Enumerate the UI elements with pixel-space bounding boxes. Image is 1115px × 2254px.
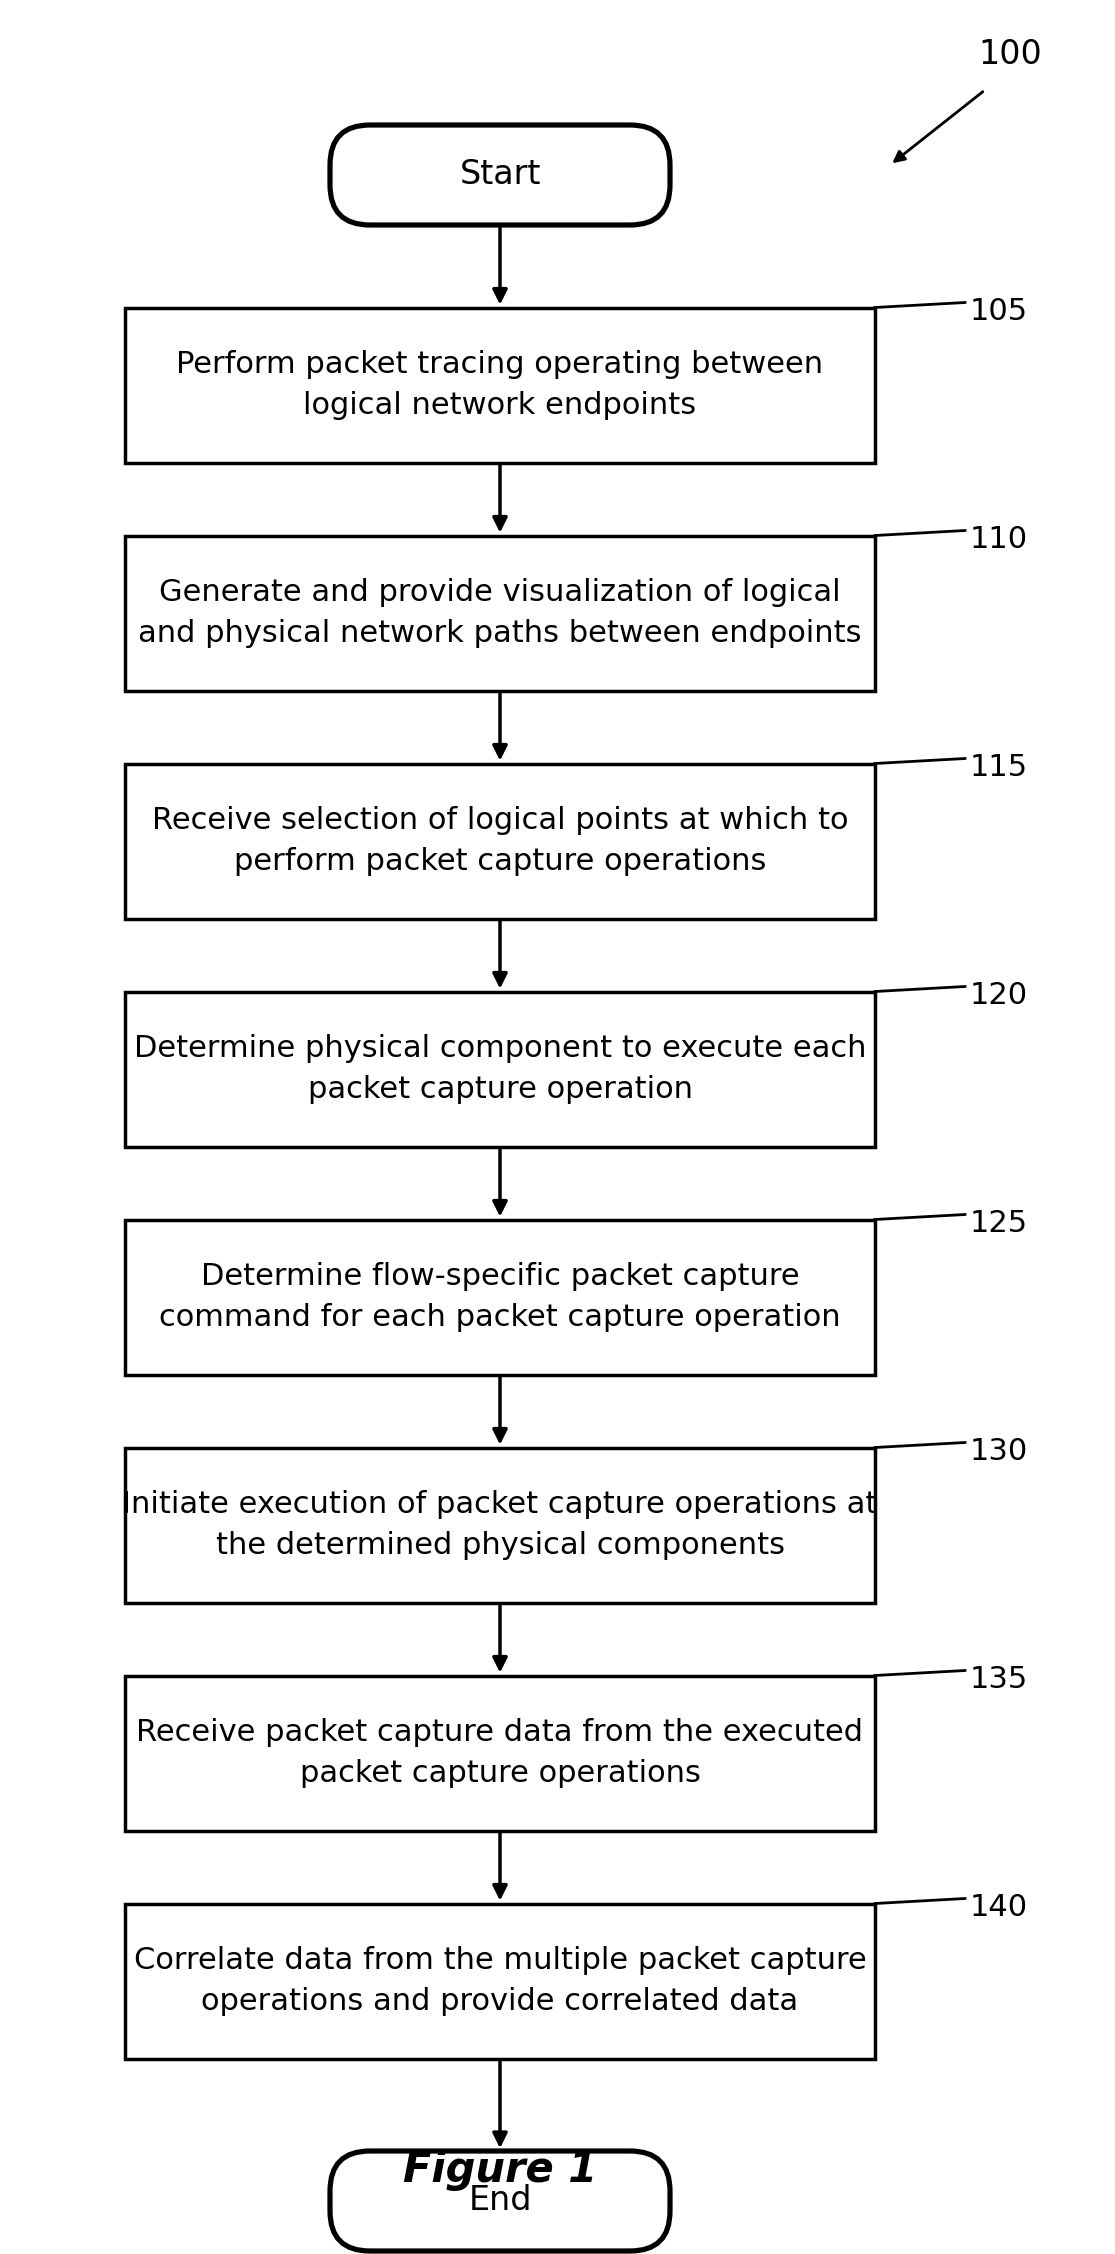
Bar bbox=[125, 1447, 875, 1603]
Text: Correlate data from the multiple packet capture
operations and provide correlate: Correlate data from the multiple packet … bbox=[134, 1945, 866, 2015]
FancyBboxPatch shape bbox=[330, 124, 670, 225]
Text: Determine flow-specific packet capture
command for each packet capture operation: Determine flow-specific packet capture c… bbox=[159, 1262, 841, 1332]
Text: 105: 105 bbox=[970, 298, 1028, 327]
Text: 140: 140 bbox=[970, 1893, 1028, 1923]
FancyBboxPatch shape bbox=[330, 2150, 670, 2252]
Text: 125: 125 bbox=[970, 1210, 1028, 1237]
Text: Receive selection of logical points at which to
perform packet capture operation: Receive selection of logical points at w… bbox=[152, 807, 849, 877]
Bar bbox=[125, 1902, 875, 2058]
Text: 135: 135 bbox=[970, 1666, 1028, 1695]
Text: Receive packet capture data from the executed
packet capture operations: Receive packet capture data from the exe… bbox=[136, 1718, 863, 1787]
Text: 100: 100 bbox=[978, 38, 1041, 72]
Bar bbox=[125, 1219, 875, 1375]
Text: Determine physical component to execute each
packet capture operation: Determine physical component to execute … bbox=[134, 1035, 866, 1104]
Bar bbox=[125, 992, 875, 1147]
Bar bbox=[125, 764, 875, 917]
Text: Generate and provide visualization of logical
and physical network paths between: Generate and provide visualization of lo… bbox=[138, 579, 862, 647]
Text: Figure 1: Figure 1 bbox=[403, 2148, 598, 2191]
Bar bbox=[125, 307, 875, 462]
Text: Perform packet tracing operating between
logical network endpoints: Perform packet tracing operating between… bbox=[176, 349, 824, 419]
Text: Start: Start bbox=[459, 158, 541, 192]
Text: 115: 115 bbox=[970, 753, 1028, 782]
Bar bbox=[125, 536, 875, 690]
Text: Initiate execution of packet capture operations at
the determined physical compo: Initiate execution of packet capture ope… bbox=[123, 1490, 878, 1560]
Text: 130: 130 bbox=[970, 1438, 1028, 1467]
Text: End: End bbox=[468, 2184, 532, 2218]
Bar bbox=[125, 1675, 875, 1830]
Text: 110: 110 bbox=[970, 525, 1028, 554]
Text: 120: 120 bbox=[970, 980, 1028, 1010]
